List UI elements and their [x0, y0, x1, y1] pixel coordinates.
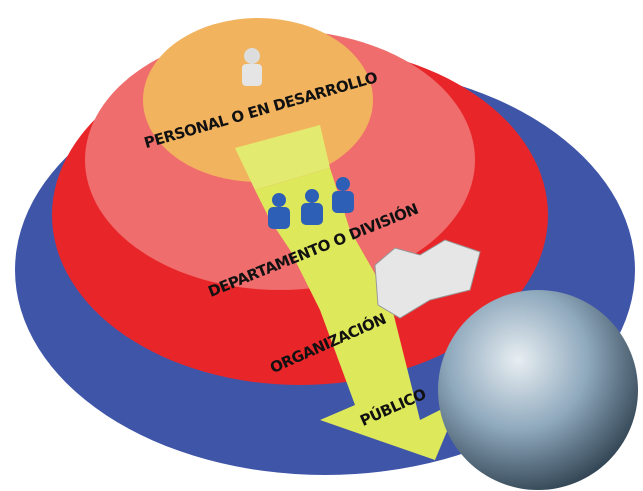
- building-icon: [374, 239, 481, 319]
- person-icon: [242, 48, 262, 86]
- arrow: [255, 168, 460, 460]
- arrow-top: [235, 125, 330, 190]
- globe-icon: [438, 290, 638, 490]
- people-icon: [268, 177, 354, 229]
